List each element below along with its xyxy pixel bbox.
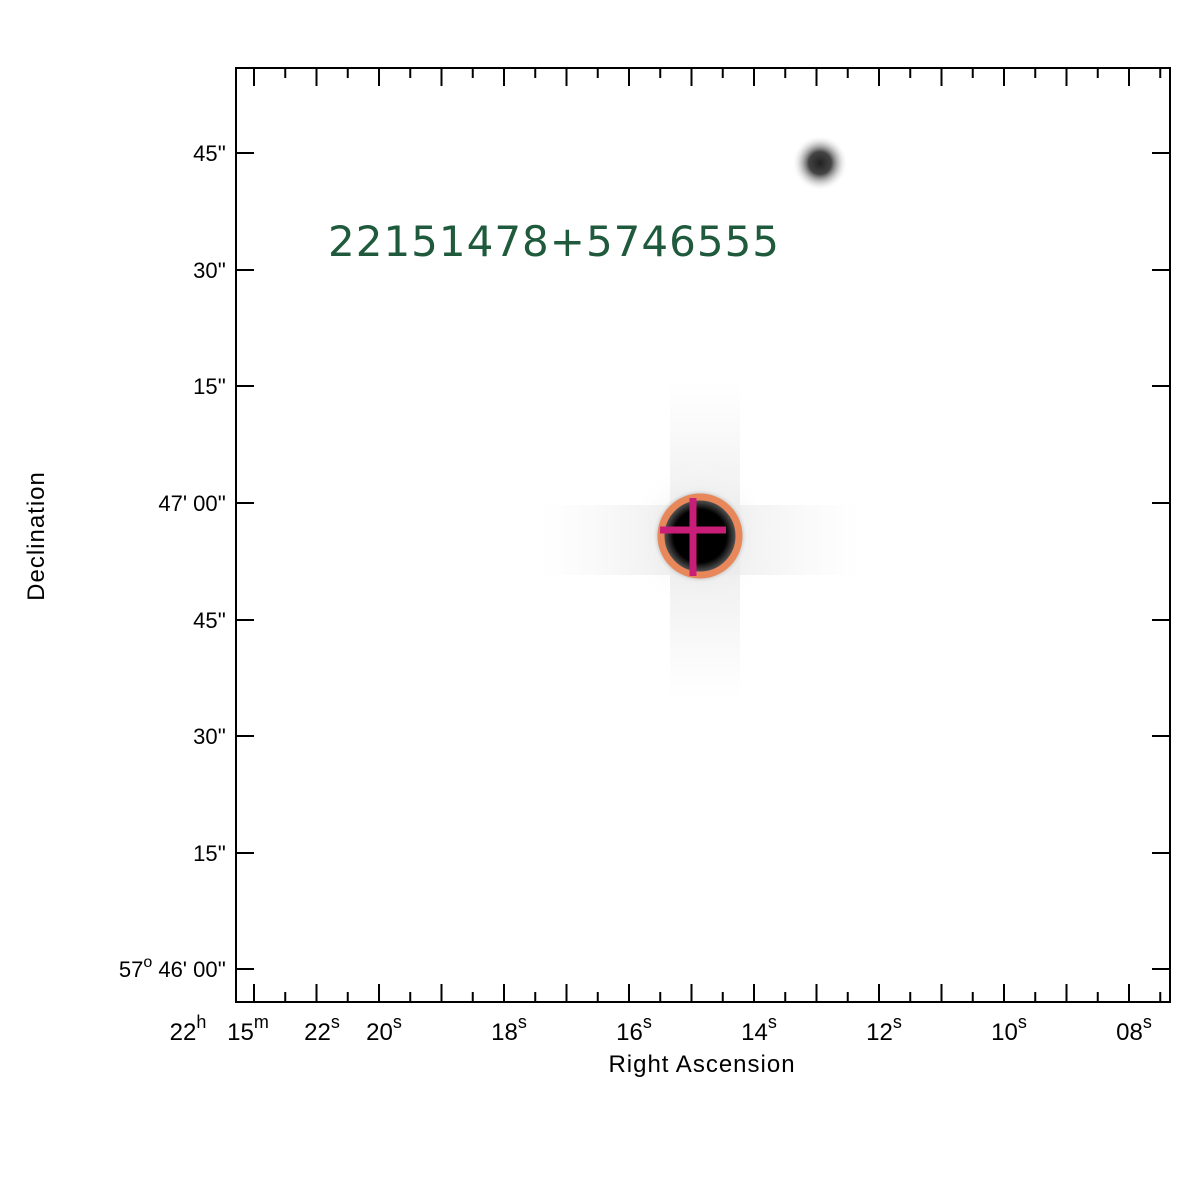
- y-tick-label: 47' 00'': [158, 491, 226, 516]
- y-tick-label: 45'': [193, 608, 226, 633]
- y-tick-label: 57o 46' 00'': [119, 954, 226, 982]
- x-axis-title: Right Ascension: [608, 1051, 795, 1078]
- axis-ticks: [236, 68, 1170, 1002]
- source-label: 22151478+5746555: [328, 217, 780, 266]
- y-tick-label: 45'': [193, 141, 226, 166]
- x-tick-label: 08s: [1116, 1012, 1152, 1046]
- x-tick-labels: 22h 15m 22s 20s 18s 16s 14s 12s 10s 08s: [170, 1012, 1152, 1046]
- y-tick-label: 15'': [193, 841, 226, 866]
- field-star: [792, 135, 848, 191]
- target-star: [652, 488, 748, 584]
- y-tick-label: 30'': [193, 258, 226, 283]
- x-tick-label: 14s: [741, 1012, 777, 1046]
- sky-image: [540, 135, 860, 700]
- y-tick-labels: 45'' 30'' 15'' 47' 00'' 45'' 30'' 15'' 57o 46' …: [119, 141, 226, 982]
- plot-frame: [235, 67, 1171, 1003]
- ra-hours-label: 22h: [170, 1012, 207, 1046]
- x-tick-label: 22s: [304, 1012, 340, 1046]
- aperture-circle: [657, 493, 743, 579]
- crosshair-marker: [660, 498, 726, 576]
- x-tick-label: 18s: [491, 1012, 527, 1046]
- x-tick-label: 10s: [991, 1012, 1027, 1046]
- x-tick-label: 20s: [366, 1012, 402, 1046]
- x-tick-label: 12s: [866, 1012, 902, 1046]
- x-tick-label: 16s: [616, 1012, 652, 1046]
- y-tick-label: 15'': [193, 374, 226, 399]
- y-tick-label: 30'': [193, 724, 226, 749]
- y-axis-title: Declination: [23, 471, 50, 601]
- ra-minutes-label: 15m: [227, 1012, 269, 1046]
